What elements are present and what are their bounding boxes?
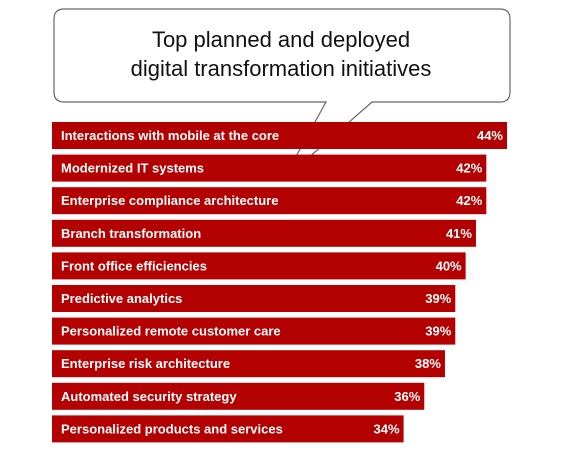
category-label-9: Automated security strategy: [61, 389, 237, 404]
bar-5: [52, 252, 466, 280]
value-label-2: 42%: [456, 161, 482, 176]
value-label-9: 36%: [394, 389, 420, 404]
value-label-3: 42%: [456, 193, 482, 208]
bar-8: [52, 350, 445, 378]
value-label-10: 34%: [374, 421, 400, 436]
value-label-7: 39%: [425, 324, 451, 339]
value-label-4: 41%: [446, 226, 472, 241]
bar-6: [52, 285, 456, 312]
bar-7: [52, 317, 456, 345]
category-label-6: Predictive analytics: [61, 291, 182, 306]
bar-10: [52, 415, 404, 443]
chart-title-line-1: Top planned and deployed: [152, 27, 410, 52]
value-label-8: 38%: [415, 356, 441, 371]
category-label-3: Enterprise compliance architecture: [61, 193, 278, 208]
chart-title-line-2: digital transformation initiatives: [131, 56, 432, 81]
bar-9: [52, 382, 425, 410]
bar-2: [52, 154, 487, 182]
bar-3: [52, 187, 487, 215]
category-label-2: Modernized IT systems: [61, 161, 204, 176]
category-label-1: Interactions with mobile at the core: [61, 128, 279, 143]
value-label-1: 44%: [477, 128, 503, 143]
bars-group: Interactions with mobile at the core 44% M…: [52, 122, 507, 443]
value-label-6: 39%: [425, 291, 451, 306]
bar-1: [52, 122, 507, 149]
category-label-10: Personalized products and services: [61, 421, 283, 436]
category-label-5: Front office efficiencies: [61, 258, 207, 273]
value-label-5: 40%: [436, 258, 462, 273]
category-label-7: Personalized remote customer care: [61, 324, 281, 339]
category-label-8: Enterprise risk architecture: [61, 356, 230, 371]
bar-4: [52, 219, 476, 247]
category-label-4: Branch transformation: [61, 226, 201, 241]
